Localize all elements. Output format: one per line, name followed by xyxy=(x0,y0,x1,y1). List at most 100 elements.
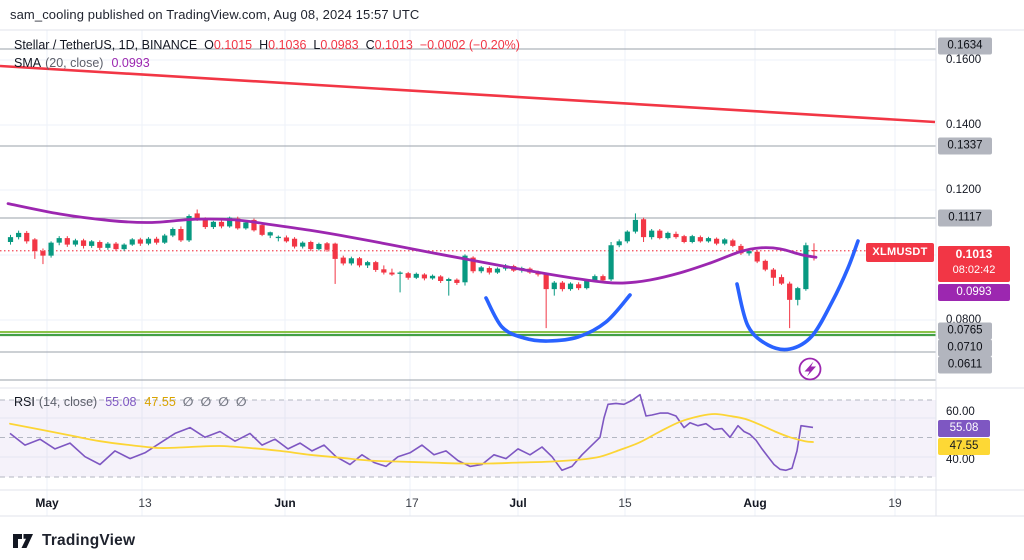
rsi-empty-values: ∅ ∅ ∅ ∅ xyxy=(176,395,247,409)
ohlc-letter: H xyxy=(259,38,269,52)
candle-body xyxy=(308,242,314,250)
candle-body xyxy=(64,238,70,245)
candle-body xyxy=(202,219,208,228)
candle-body xyxy=(770,269,777,278)
candle-body xyxy=(300,242,306,247)
candle-body xyxy=(462,255,468,283)
candle-body xyxy=(543,274,549,290)
candle-body xyxy=(259,225,265,235)
candle-body xyxy=(56,238,62,243)
rsi-empty-glyph: ∅ xyxy=(218,395,229,409)
candle-body xyxy=(178,229,184,241)
candle-body xyxy=(89,241,95,246)
rsi-empty-glyph: ∅ xyxy=(182,395,194,409)
candle-body xyxy=(795,288,801,300)
ohlc-letter: C xyxy=(365,38,375,52)
candle-body xyxy=(446,279,452,281)
candle-body xyxy=(649,230,655,238)
time-axis-label: 13 xyxy=(138,496,152,510)
price-level-badge: 0.1337 xyxy=(938,137,992,155)
price-level-badge: 0.1634 xyxy=(938,37,992,55)
sma-indicator-args: (20, close) xyxy=(45,56,104,70)
rsi-indicator-name: RSI xyxy=(14,395,35,409)
lightning-bolt-icon xyxy=(804,361,816,377)
time-axis-label: May xyxy=(35,496,59,510)
last-price-badge: 0.1013 08:02:42 xyxy=(938,246,1010,282)
ohlc-number: 0.1013 xyxy=(374,38,413,52)
candle-body xyxy=(551,282,557,290)
change-value: −0.0002 (−0.20%) xyxy=(419,38,520,52)
candle-body xyxy=(657,230,663,239)
symbol-title: Stellar / TetherUS, 1D, BINANCE xyxy=(14,38,198,52)
candle-body xyxy=(113,243,119,250)
candle-body xyxy=(640,219,647,238)
candle-body xyxy=(421,274,428,279)
candle-body xyxy=(494,268,501,273)
candle-body xyxy=(162,235,168,243)
candle-body xyxy=(348,258,354,264)
rsi-empty-glyph: ∅ xyxy=(200,395,212,409)
candle-body xyxy=(567,283,574,290)
candle-body xyxy=(40,251,46,256)
rsi-axis-label: 40.00 xyxy=(946,454,975,466)
rsi-legend-row[interactable]: RSI (14, close) 55.08 47.55 ∅ ∅ ∅ ∅ xyxy=(14,394,247,409)
candle-body xyxy=(746,251,752,254)
cup-curve-2 xyxy=(735,239,860,352)
rsi-empty-glyph: ∅ xyxy=(235,395,247,409)
candle-body xyxy=(153,238,160,243)
candle-body xyxy=(324,243,330,250)
last-price-value: 0.1013 xyxy=(955,247,993,261)
sma-legend-row[interactable]: SMA (20, close) 0.0993 xyxy=(14,56,150,70)
candle-body xyxy=(486,268,492,273)
candle-body xyxy=(48,242,54,256)
candle-body xyxy=(186,216,192,241)
attribution-text: sam_cooling published on TradingView.com… xyxy=(10,7,420,22)
candle-body xyxy=(24,232,30,242)
candle-body xyxy=(275,236,281,239)
candle-body xyxy=(235,218,241,229)
price-level-badge: 0.0710 xyxy=(938,339,992,357)
candle-body xyxy=(730,240,736,246)
candle-body xyxy=(121,244,127,250)
rsi-indicator-args: (14, close) xyxy=(38,395,98,409)
candle-body xyxy=(218,221,225,227)
candle-body xyxy=(194,213,200,220)
footer-brand[interactable]: TradingView xyxy=(13,532,135,550)
candle-body xyxy=(470,257,476,272)
price-level-badge: 0.1117 xyxy=(938,209,992,227)
candle-body xyxy=(356,258,363,266)
symbol-legend-row[interactable]: Stellar / TetherUS, 1D, BINANCE O0.1015 H0… xyxy=(14,38,520,52)
candle-body xyxy=(365,262,371,266)
candle-body xyxy=(438,276,444,281)
ohlc-number: 0.0983 xyxy=(320,38,359,52)
candle-body xyxy=(413,273,419,278)
candle-body xyxy=(584,281,590,289)
candle-body xyxy=(600,276,606,281)
ohlc-number: 0.1015 xyxy=(213,38,253,52)
candle-body xyxy=(608,245,614,280)
candle-body xyxy=(251,219,257,231)
rsi-axis-label: 60.00 xyxy=(946,406,975,418)
time-axis-label: Jun xyxy=(274,496,296,510)
candle-body xyxy=(210,221,216,228)
candle-body xyxy=(7,237,14,242)
time-axis-label: Aug xyxy=(743,496,767,510)
candle-body xyxy=(681,236,687,242)
candle-body xyxy=(738,245,744,254)
candle-body xyxy=(373,262,379,270)
cup-curve-1 xyxy=(484,293,632,343)
price-axis-label: 0.1400 xyxy=(946,119,982,131)
resistance-trendline xyxy=(0,64,936,124)
rsi-axis-badge: 55.08 xyxy=(938,420,990,437)
candle-body xyxy=(697,237,703,242)
bar-countdown: 08:02:42 xyxy=(952,264,996,276)
candle-body xyxy=(559,282,565,290)
price-axis-label: 0.1600 xyxy=(946,54,982,66)
rsi-value: 55.08 xyxy=(105,395,137,409)
candle-body xyxy=(145,238,152,244)
candle-body xyxy=(170,229,176,236)
candle-body xyxy=(454,279,460,283)
candle-body xyxy=(787,283,793,300)
